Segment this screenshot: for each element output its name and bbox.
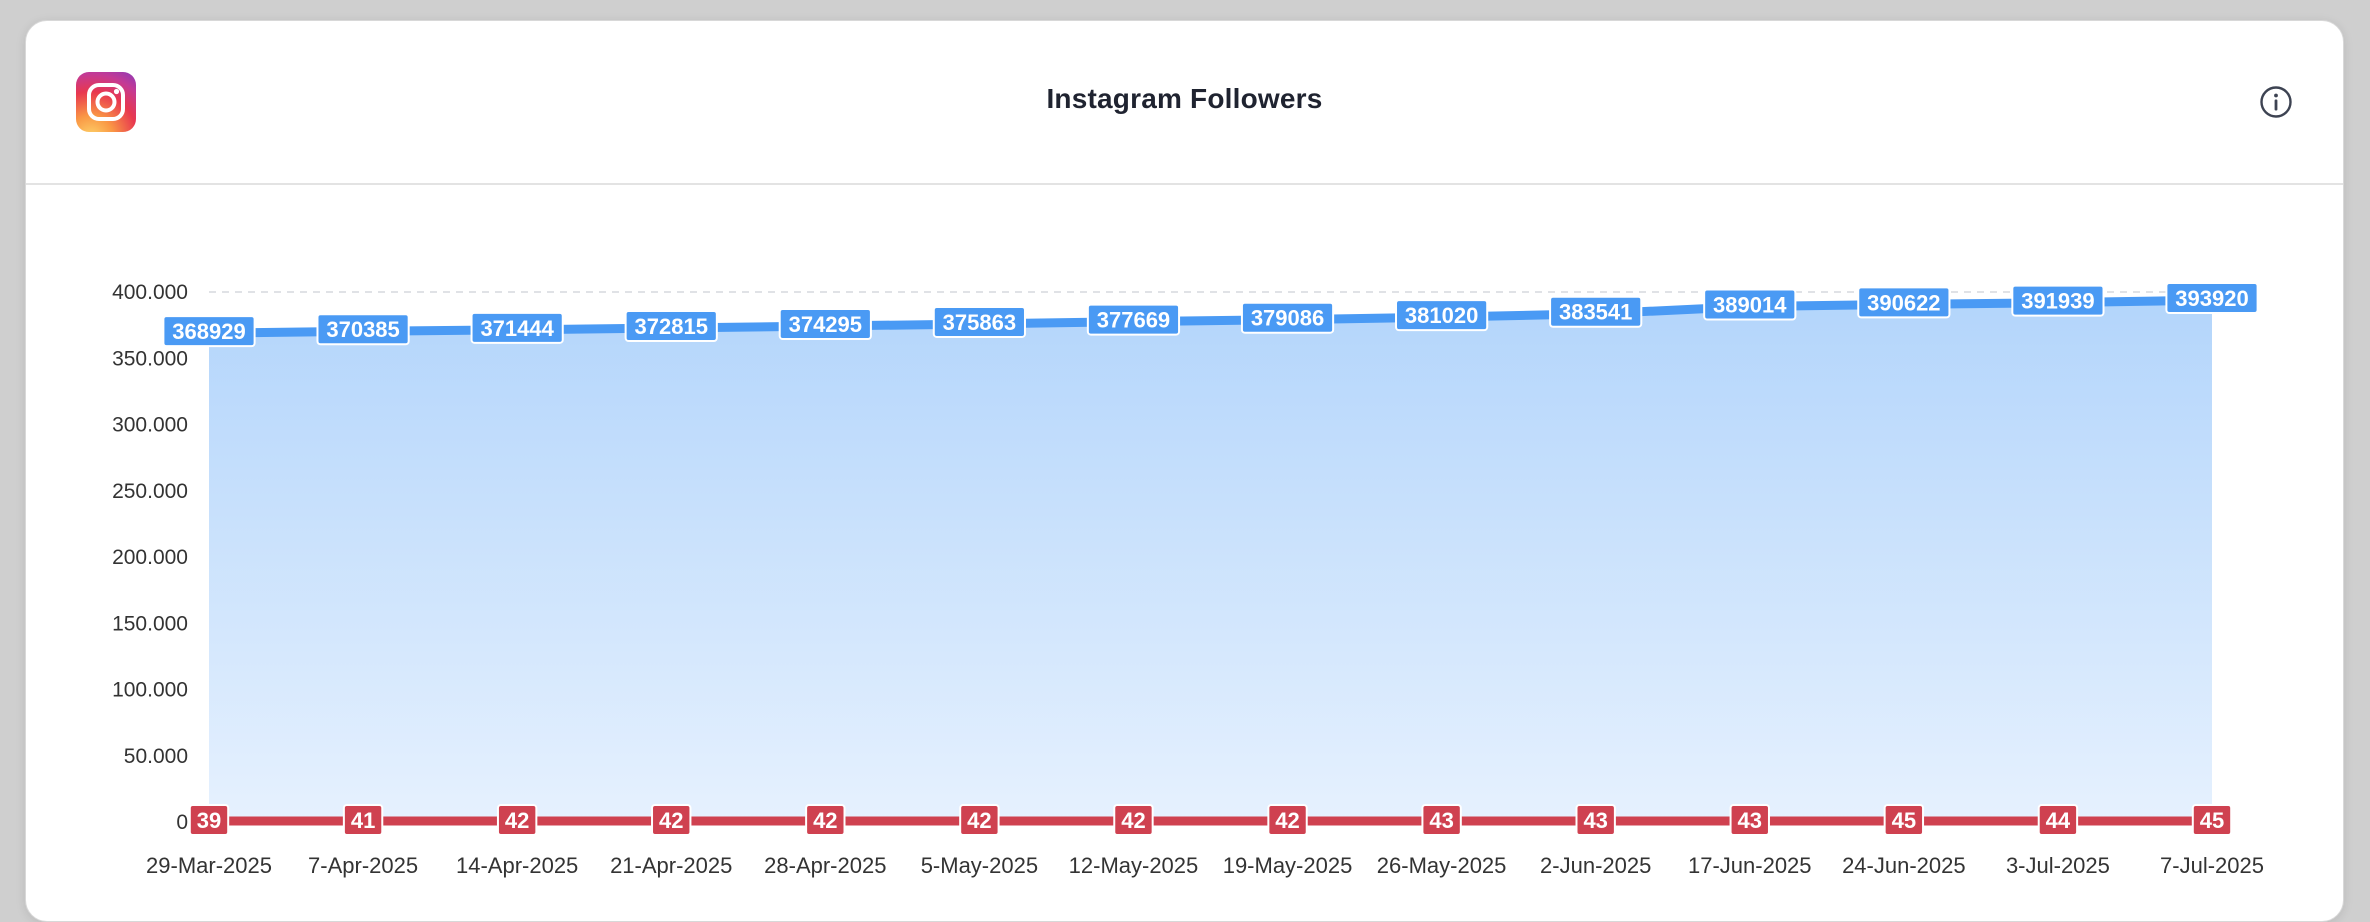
svg-text:42: 42 — [967, 808, 991, 833]
svg-text:45: 45 — [2200, 808, 2224, 833]
x-axis: 29-Mar-2025 7-Apr-2025 14-Apr-2025 21-Apr-2… — [146, 853, 2264, 878]
second-series-data-label: 42 — [651, 804, 692, 836]
svg-text:391939: 391939 — [2021, 289, 2094, 314]
svg-text:42: 42 — [659, 808, 683, 833]
y-tick-label: 400.000 — [112, 281, 188, 304]
second-series-data-label: 43 — [1421, 804, 1462, 836]
followers-data-label: 390622 — [1857, 286, 1951, 319]
chart-title: Instagram Followers — [1046, 83, 1323, 114]
x-tick-label: 7-Jul-2025 — [2160, 853, 2264, 878]
y-axis: 0 50.000 100.000 150.000 200.000 250.000 300.0… — [112, 281, 188, 834]
svg-text:379086: 379086 — [1251, 306, 1324, 331]
svg-text:42: 42 — [813, 808, 837, 833]
svg-text:42: 42 — [1121, 808, 1145, 833]
card-header: Instagram Followers — [26, 21, 2343, 185]
followers-data-label: 372815 — [624, 310, 718, 343]
svg-text:42: 42 — [505, 808, 529, 833]
second-series-data-label: 45 — [1883, 804, 1925, 836]
y-tick-label: 150.000 — [112, 612, 188, 635]
svg-text:377669: 377669 — [1097, 308, 1170, 333]
second-series-data-label: 42 — [1113, 804, 1154, 836]
svg-text:393920: 393920 — [2175, 286, 2248, 311]
followers-chart: 0 50.000 100.000 150.000 200.000 250.000 300.0… — [112, 281, 2264, 878]
second-series-data-label: 41 — [342, 804, 384, 836]
followers-data-label: 375863 — [932, 305, 1026, 338]
followers-data-label: 393920 — [2165, 282, 2259, 315]
svg-text:375863: 375863 — [943, 310, 1016, 335]
x-tick-label: 14-Apr-2025 — [456, 853, 578, 878]
second-series-data-label: 42 — [959, 804, 1000, 836]
svg-text:45: 45 — [1892, 808, 1916, 833]
svg-text:372815: 372815 — [635, 314, 708, 339]
followers-data-label: 381020 — [1395, 299, 1489, 332]
followers-data-label: 383541 — [1549, 295, 1643, 328]
svg-text:381020: 381020 — [1405, 303, 1478, 328]
svg-text:43: 43 — [1429, 808, 1453, 833]
followers-data-label: 371444 — [470, 311, 564, 344]
second-series-data-label: 44 — [2037, 804, 2079, 836]
y-tick-label: 200.000 — [112, 546, 188, 569]
svg-text:44: 44 — [2046, 808, 2071, 833]
svg-text:368929: 368929 — [172, 319, 245, 344]
svg-text:41: 41 — [351, 808, 375, 833]
svg-text:374295: 374295 — [789, 312, 862, 337]
x-tick-label: 17-Jun-2025 — [1688, 853, 1812, 878]
x-tick-label: 5-May-2025 — [921, 853, 1038, 878]
second-series-data-label: 42 — [496, 804, 538, 836]
svg-text:389014: 389014 — [1713, 292, 1787, 317]
x-tick-label: 12-May-2025 — [1069, 853, 1199, 878]
second-series-data-label: 45 — [2191, 804, 2233, 836]
svg-text:370385: 370385 — [326, 317, 399, 342]
svg-text:371444: 371444 — [480, 316, 554, 341]
followers-area-fill — [209, 300, 2212, 822]
second-series-data-label: 43 — [1729, 804, 1770, 836]
followers-data-label: 377669 — [1086, 303, 1181, 336]
info-circle-icon[interactable] — [2259, 85, 2293, 119]
second-series-data-label: 39 — [188, 804, 230, 836]
y-tick-label: 0 — [176, 811, 188, 834]
x-tick-label: 26-May-2025 — [1377, 853, 1507, 878]
svg-text:383541: 383541 — [1559, 300, 1632, 325]
second-series-data-label: 42 — [1267, 804, 1308, 836]
y-tick-label: 100.000 — [112, 679, 188, 702]
svg-text:390622: 390622 — [1867, 290, 1940, 315]
followers-data-label: 389014 — [1703, 288, 1797, 321]
second-series-data-label: 42 — [805, 804, 846, 836]
followers-data-label: 391939 — [2011, 284, 2105, 317]
svg-text:39: 39 — [197, 808, 221, 833]
y-tick-label: 350.000 — [112, 347, 188, 370]
y-tick-label: 50.000 — [124, 745, 188, 768]
followers-area — [209, 300, 2212, 822]
followers-data-label: 370385 — [316, 313, 410, 346]
x-tick-label: 21-Apr-2025 — [610, 853, 732, 878]
y-tick-label: 250.000 — [112, 480, 188, 503]
x-tick-label: 19-May-2025 — [1223, 853, 1353, 878]
svg-text:43: 43 — [1738, 808, 1762, 833]
y-tick-label: 300.000 — [112, 414, 188, 437]
x-tick-label: 29-Mar-2025 — [146, 853, 272, 878]
followers-data-label: 374295 — [778, 308, 872, 341]
second-series-data-label: 43 — [1575, 804, 1616, 836]
svg-text:43: 43 — [1583, 808, 1607, 833]
x-tick-label: 28-Apr-2025 — [764, 853, 886, 878]
x-tick-label: 3-Jul-2025 — [2006, 853, 2110, 878]
x-tick-label: 7-Apr-2025 — [308, 853, 418, 878]
instagram-logo-icon — [76, 72, 136, 132]
data-labels: 368929 370385 371444 372815 374295 375863 3776… — [162, 282, 2259, 836]
x-tick-label: 2-Jun-2025 — [1540, 853, 1651, 878]
followers-data-label: 379086 — [1240, 301, 1335, 334]
svg-text:42: 42 — [1275, 808, 1299, 833]
x-tick-label: 24-Jun-2025 — [1842, 853, 1966, 878]
followers-data-label: 368929 — [162, 315, 256, 348]
